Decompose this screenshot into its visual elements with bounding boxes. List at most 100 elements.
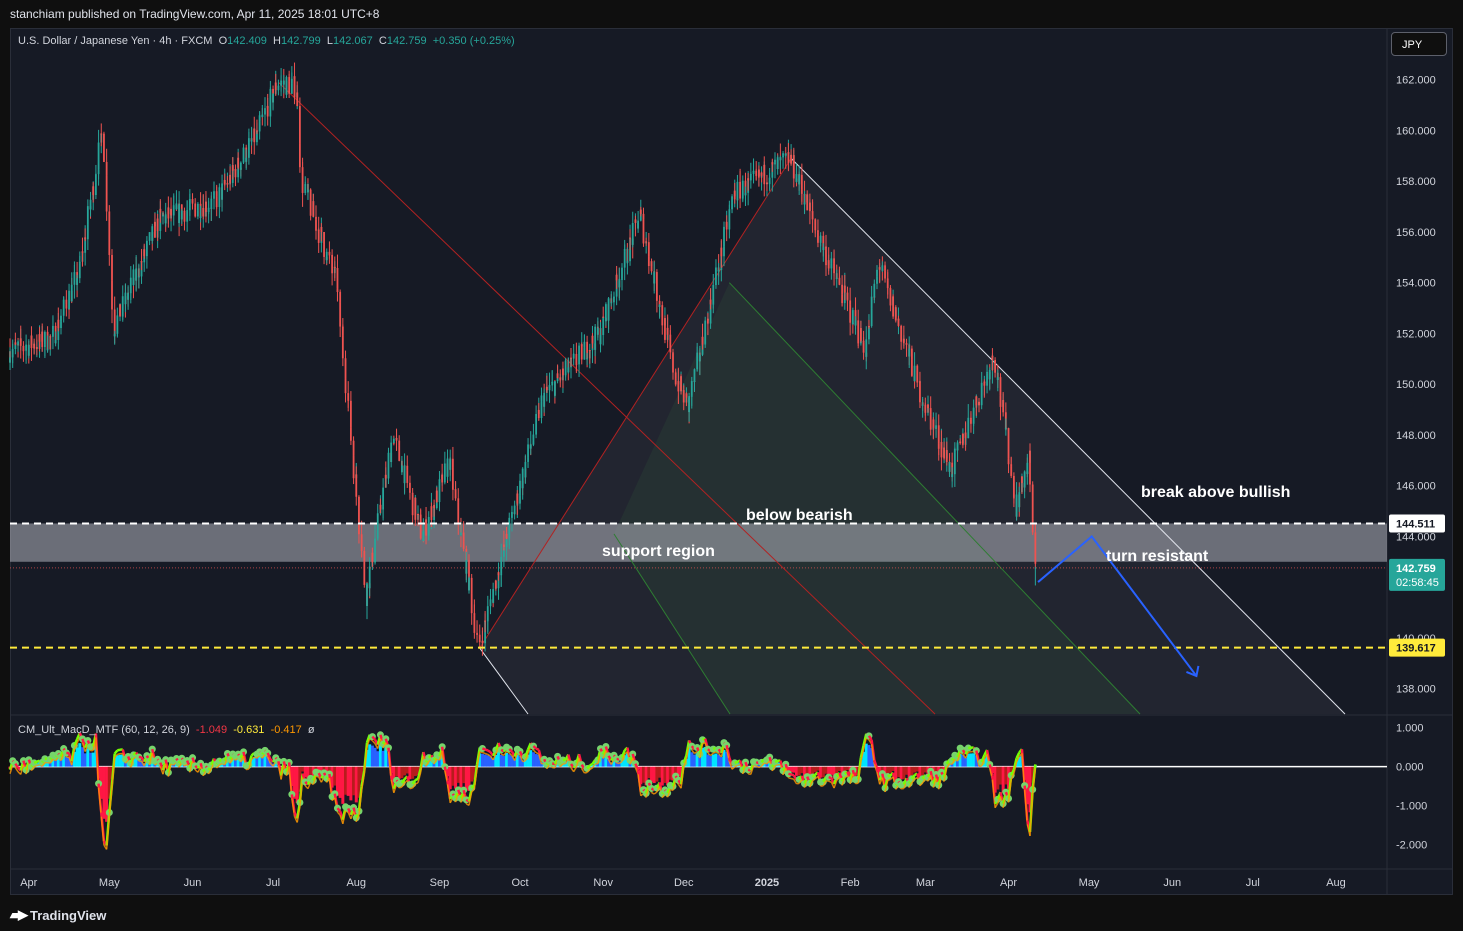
candle — [766, 174, 768, 192]
candle — [290, 66, 293, 94]
candle — [154, 213, 156, 238]
macd-histogram-bar — [829, 766, 833, 775]
candle — [645, 237, 648, 246]
macd-histogram-bar — [695, 753, 699, 767]
candle — [1021, 476, 1023, 495]
macd-line-segment — [14, 762, 20, 769]
macd-histogram-bar — [674, 766, 678, 774]
candle — [191, 193, 194, 210]
candle — [19, 325, 22, 359]
macd-histogram-bar — [915, 766, 919, 772]
candle — [213, 181, 215, 200]
macd-histogram-bar — [491, 759, 495, 767]
time-tick-label: Feb — [841, 877, 860, 889]
candle — [261, 105, 264, 118]
macd-signal-segment — [728, 761, 733, 770]
macd-signal-segment — [943, 767, 948, 782]
macd-histogram-bar — [899, 766, 903, 780]
candle — [629, 229, 631, 250]
macd-histogram-bar — [46, 761, 50, 767]
macd-line-segment — [634, 763, 640, 771]
macd-signal-segment — [919, 782, 924, 787]
macd-histogram-bar — [808, 766, 812, 779]
candle — [116, 307, 119, 337]
projection-path — [1037, 534, 1198, 677]
currency-button[interactable]: JPY — [1391, 32, 1447, 56]
macd-histogram-bar — [48, 761, 52, 767]
candle — [870, 285, 873, 319]
candle — [961, 433, 964, 449]
macd-signal-segment — [355, 814, 360, 823]
macd-signal-segment — [390, 779, 395, 793]
candle — [94, 164, 97, 189]
candle — [1012, 485, 1015, 504]
macd-signal-segment — [170, 763, 175, 766]
candle — [175, 190, 178, 210]
candle — [784, 153, 787, 158]
macd-histogram-bar — [701, 747, 705, 767]
macd-line-segment — [470, 784, 476, 789]
candle — [215, 184, 218, 217]
candle — [457, 500, 460, 535]
candle — [46, 335, 49, 353]
candle — [205, 191, 207, 223]
candle — [642, 216, 645, 247]
macd-line-segment — [811, 773, 817, 778]
candle — [634, 215, 637, 237]
macd-line-segment — [682, 754, 688, 764]
macd-signal-segment — [412, 783, 416, 789]
candle — [137, 263, 140, 289]
candle — [349, 391, 352, 429]
price-tick-label: 138.000 — [1396, 684, 1436, 696]
candle — [666, 314, 669, 349]
macd-signal-segment — [14, 767, 19, 773]
candle — [1002, 391, 1005, 417]
candle — [795, 163, 798, 183]
macd-histogram-bar — [789, 766, 793, 773]
macd-histogram-bar — [913, 766, 917, 773]
macd-histogram-bar — [794, 766, 798, 776]
macd-signal-segment — [602, 750, 607, 759]
candle — [1004, 418, 1007, 436]
candle — [599, 322, 602, 353]
candle — [602, 316, 605, 346]
chart-frame[interactable] — [10, 28, 1453, 895]
indicator-tick-label: 0.000 — [1396, 762, 1424, 774]
macd-histogram-bar — [233, 759, 237, 767]
macd-histogram-bar — [392, 766, 396, 783]
macd-line-segment — [828, 775, 832, 780]
candle — [183, 210, 186, 231]
candle — [132, 264, 135, 286]
candle — [478, 624, 481, 640]
macd-histogram-bar — [486, 755, 490, 767]
green-trendline-lower — [613, 533, 731, 715]
candle — [194, 206, 197, 218]
candle — [427, 511, 430, 541]
candle — [178, 191, 181, 227]
macd-histogram-bar — [690, 752, 694, 767]
candle — [782, 152, 784, 167]
macd-histogram-bar — [1009, 766, 1013, 773]
macd-signal-segment — [417, 772, 422, 784]
candle — [497, 571, 500, 581]
macd-histogram-bar — [816, 766, 820, 771]
candle — [876, 265, 878, 282]
macd-histogram-bar — [405, 766, 409, 774]
macd-histogram-bar — [966, 753, 970, 767]
macd-histogram-bar — [462, 766, 466, 784]
candle — [247, 128, 250, 145]
macd-histogram-bar — [523, 759, 527, 767]
macd-signal-segment — [9, 764, 14, 774]
macd-histogram-bar — [344, 766, 348, 795]
candle — [481, 627, 484, 656]
candle — [103, 137, 105, 163]
tradingview-logo[interactable]: ▰▶ TradingView — [10, 907, 106, 923]
candle — [521, 467, 524, 500]
macd-histogram-bar — [494, 754, 498, 767]
macd-histogram-bar — [378, 744, 382, 767]
macd-histogram-bar — [255, 757, 259, 767]
candle — [886, 272, 889, 299]
macd-signal-segment — [95, 737, 100, 788]
macd-histogram-bar — [620, 760, 624, 767]
